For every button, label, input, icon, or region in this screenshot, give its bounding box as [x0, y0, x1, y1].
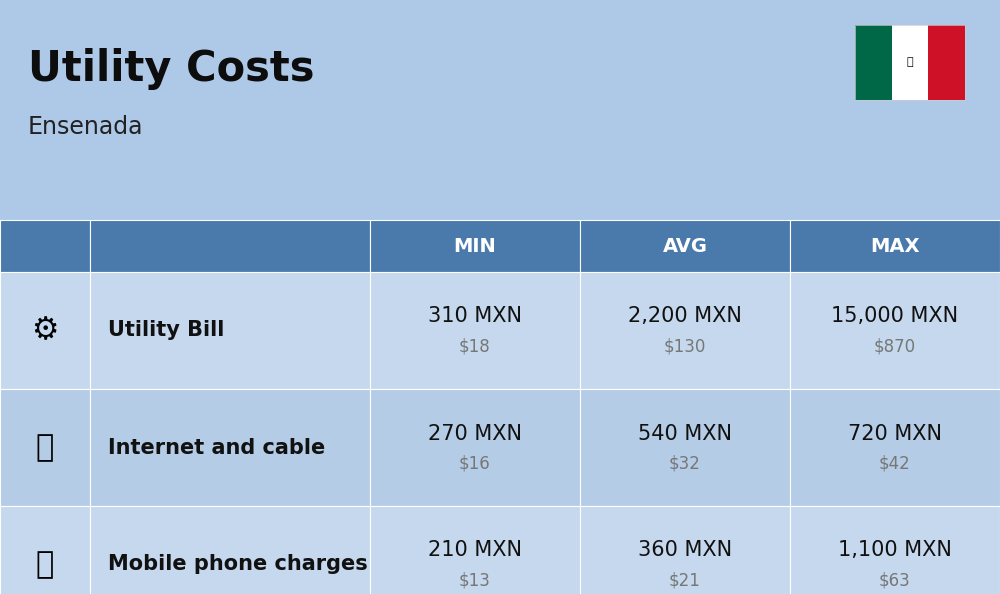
Bar [370, 506, 580, 594]
Bar [790, 272, 1000, 389]
Bar [855, 25, 892, 100]
Text: 210 MXN: 210 MXN [428, 541, 522, 561]
Text: 📱: 📱 [36, 550, 54, 579]
Text: MAX: MAX [870, 236, 920, 255]
Bar [580, 220, 790, 272]
Text: 2,200 MXN: 2,200 MXN [628, 307, 742, 327]
Bar [370, 220, 580, 272]
Bar [0, 272, 90, 389]
Text: $130: $130 [664, 337, 706, 355]
Text: $21: $21 [669, 571, 701, 589]
Text: $870: $870 [874, 337, 916, 355]
Text: AVG: AVG [662, 236, 708, 255]
Bar [892, 25, 928, 100]
Text: Utility Costs: Utility Costs [28, 48, 314, 90]
Text: 15,000 MXN: 15,000 MXN [831, 307, 959, 327]
Bar [580, 506, 790, 594]
Text: $42: $42 [879, 454, 911, 472]
Text: Internet and cable: Internet and cable [108, 438, 325, 457]
Text: 720 MXN: 720 MXN [848, 424, 942, 444]
Bar [90, 220, 370, 272]
Bar [790, 506, 1000, 594]
Text: MIN: MIN [454, 236, 496, 255]
Bar [928, 25, 965, 100]
Text: 270 MXN: 270 MXN [428, 424, 522, 444]
Bar [90, 506, 370, 594]
Bar [370, 272, 580, 389]
Text: Ensenada: Ensenada [28, 115, 144, 139]
Bar [90, 389, 370, 506]
Bar [0, 220, 90, 272]
Text: Mobile phone charges: Mobile phone charges [108, 555, 368, 574]
Text: $32: $32 [669, 454, 701, 472]
Text: 360 MXN: 360 MXN [638, 541, 732, 561]
Bar [370, 389, 580, 506]
Text: ⚙: ⚙ [31, 316, 59, 345]
Text: 🦅: 🦅 [907, 58, 913, 68]
Bar [790, 389, 1000, 506]
Bar [580, 272, 790, 389]
Bar [0, 389, 90, 506]
Bar [790, 220, 1000, 272]
Text: 540 MXN: 540 MXN [638, 424, 732, 444]
Bar [90, 272, 370, 389]
Text: 1,100 MXN: 1,100 MXN [838, 541, 952, 561]
Text: $63: $63 [879, 571, 911, 589]
Bar [580, 389, 790, 506]
Text: Utility Bill: Utility Bill [108, 321, 224, 340]
Text: 310 MXN: 310 MXN [428, 307, 522, 327]
Text: 📶: 📶 [36, 433, 54, 462]
Text: $13: $13 [459, 571, 491, 589]
Bar [0, 506, 90, 594]
Bar [855, 25, 965, 100]
Text: $18: $18 [459, 337, 491, 355]
Text: $16: $16 [459, 454, 491, 472]
